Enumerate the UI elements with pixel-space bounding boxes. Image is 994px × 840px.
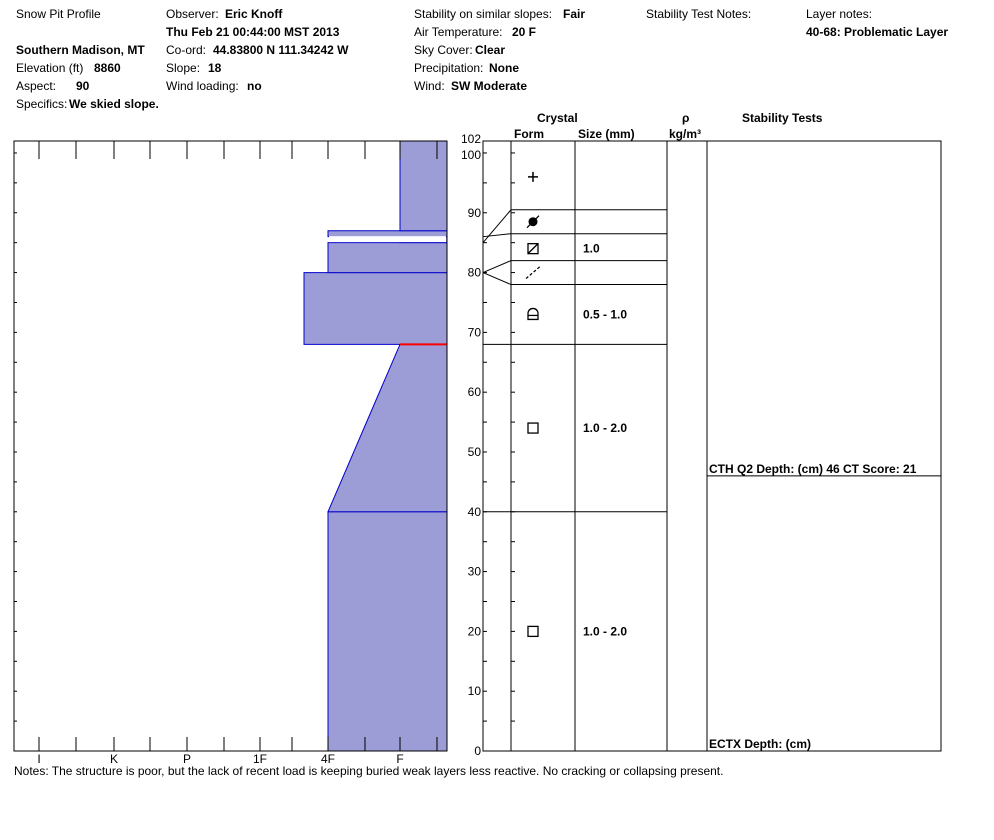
depth-label-100: 100 [461,148,481,162]
crystal-decomposing-icon [525,266,541,280]
density-unit: kg/m³ [669,127,702,141]
layer-notes-value: 40-68: Problematic Layer [806,25,949,39]
form-header: Form [514,127,544,141]
crystal-size-label: 0.5 - 1.0 [583,307,627,321]
hardness-layer-3 [327,242,448,274]
depth-label-0: 0 [474,744,481,758]
hardness-label-p: P [183,752,191,766]
observer-value: Eric Knoff [225,7,283,21]
air-temp-label: Air Temperature: [414,25,503,39]
depth-label-10: 10 [468,684,482,698]
observation-datetime: Thu Feb 21 00:44:00 MST 2013 [166,25,340,39]
sky-label: Sky Cover: [414,43,473,57]
hardness-layer-5 [327,230,448,238]
crystal-new-snow-icon [528,171,538,182]
stability-notes-label: Stability Test Notes: [646,7,752,21]
crystal-header: Crystal [537,111,578,125]
crystal-melt-freeze-icon [526,215,540,229]
stability-tests-column: CTH Q2 Depth: (cm) 46 CT Score: 21 ECTX D… [707,462,941,751]
chart-frames: I K P 1F 4F F [13,140,942,766]
crystal-size-label: 1.0 [583,242,600,256]
hardness-chart-frame [13,140,448,752]
hardness-label-i: I [37,752,40,766]
observer-label: Observer: [166,7,219,21]
stability-value: Fair [563,7,586,21]
depth-label-70: 70 [468,325,482,339]
sky-value: Clear [475,43,506,57]
depth-label-50: 50 [468,445,482,459]
crystal-depth-hoar-icon [527,307,539,321]
precip-label: Precipitation: [414,61,484,75]
depth-axis: 0 10 20 30 40 50 60 70 80 90 100 102 [461,132,515,758]
depth-label-102: 102 [461,132,481,146]
aspect-label: Aspect: [16,79,57,93]
hardness-layer-1 [327,343,448,513]
crystal-faceted-icon [527,625,539,638]
specifics-label: Specifics: [16,97,68,111]
precip-value: None [489,61,519,75]
depth-label-20: 20 [468,624,482,638]
slope-value: 18 [208,61,222,75]
air-temp-value: 20 F [512,25,537,39]
hardness-layer-2 [303,272,448,345]
size-header: Size (mm) [578,127,635,141]
slope-label: Slope: [166,61,201,75]
stability-label: Stability on similar slopes: [414,7,553,21]
depth-label-30: 30 [468,565,482,579]
hardness-layer-0 [327,511,448,752]
layer-connector [482,233,512,238]
hardness-profile [303,140,448,752]
crystal-faceted-icon [527,422,539,434]
location: Southern Madison, MT [16,43,145,57]
notes: Notes: The structure is poor, but the la… [14,764,724,778]
depth-label-80: 80 [468,266,482,280]
layer-connector [482,209,512,243]
stability-test-label: CTH Q2 Depth: (cm) 46 CT Score: 21 [709,462,917,476]
coord-value: 44.83800 N 111.34242 W [213,43,349,57]
hardness-label-4f: 4F [321,752,335,766]
aspect-value: 90 [76,79,90,93]
profile-columns-frame [482,140,942,752]
crystal-size-label: 1.0 - 2.0 [583,624,627,638]
density-symbol: ρ [682,111,690,125]
wind-loading-label: Wind loading: [166,79,239,93]
wind-label: Wind: [414,79,445,93]
specifics-value: We skied slope. [69,97,159,111]
hardness-label-1f: 1F [253,752,267,766]
hardness-label-k: K [110,752,118,766]
elevation-value: 8860 [94,61,121,75]
depth-label-90: 90 [468,206,482,220]
page-title: Snow Pit Profile [16,7,101,21]
wind-value: SW Moderate [451,79,528,93]
layer-connector [482,272,512,285]
wind-loading-value: no [247,79,262,93]
coord-label: Co-ord: [166,43,207,57]
hardness-layer-6 [399,140,448,232]
hardness-label-f: F [396,752,403,766]
layer-connector [482,260,512,274]
depth-label-40: 40 [468,505,482,519]
layer-notes-label: Layer notes: [806,7,873,21]
hardness-gap [329,236,446,243]
elevation-label: Elevation (ft) [16,61,84,75]
crystal-size-label: 1.0 - 2.0 [583,421,627,435]
depth-label-60: 60 [468,385,482,399]
crystal-column: 1.0 0.5 - 1.0 1.0 - 2.0 1.0 - 2.0 [482,171,667,638]
stability-test-label: ECTX Depth: (cm) [709,737,811,751]
stability-tests-header: Stability Tests [742,111,823,125]
crystal-faceted-rounded-icon [527,242,539,255]
